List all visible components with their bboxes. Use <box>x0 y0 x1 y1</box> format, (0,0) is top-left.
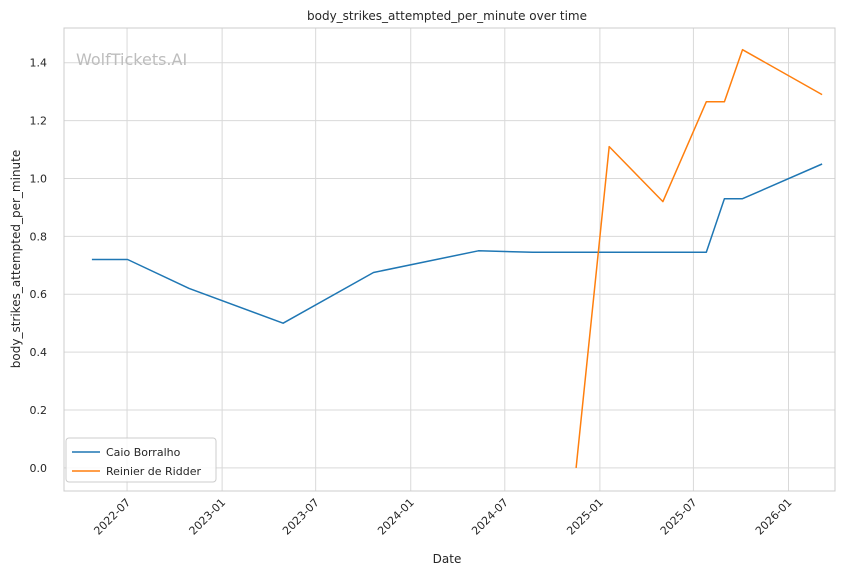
plot-frame <box>63 27 836 492</box>
plot-background <box>64 28 835 491</box>
legend-label-caio-borralho: Caio Borralho <box>106 446 181 459</box>
data-point-caio-borralho <box>705 251 708 254</box>
data-point-reinier-de-ridder <box>661 200 664 203</box>
x-tick-labels: 2022-07 2023-01 2023-07 2024-01 2024-07 2025-… <box>91 496 794 538</box>
data-point-reinier-de-ridder <box>608 145 611 148</box>
data-point-caio-borralho <box>723 197 726 200</box>
x-gridlines <box>126 28 789 491</box>
data-point-caio-borralho <box>741 197 744 200</box>
series-line-reinier-de-ridder <box>575 48 823 468</box>
watermark: WolfTickets.AI <box>76 50 187 69</box>
legend-label-reinier-de-ridder: Reinier de Ridder <box>106 465 201 478</box>
chart-title: body_strikes_attempted_per_minute over t… <box>307 9 587 23</box>
data-point-reinier-de-ridder <box>723 100 726 103</box>
data-point-reinier-de-ridder <box>705 100 708 103</box>
y-gridlines <box>64 62 835 469</box>
x-tick-label: 2025-01 <box>564 496 606 538</box>
x-tick-label: 2024-01 <box>375 496 417 538</box>
x-tick-label: 2022-07 <box>91 496 133 538</box>
series-line-caio-borralho <box>91 163 823 324</box>
y-axis-title: body_strikes_attempted_per_minute <box>9 150 23 368</box>
y-tick-labels: 0.0 0.2 0.4 0.6 0.8 1.0 1.2 1.4 <box>30 57 48 475</box>
data-point-caio-borralho <box>126 258 129 261</box>
y-tick-label: 1.2 <box>30 115 48 128</box>
y-tick-label: 1.4 <box>30 57 48 70</box>
series-layer <box>90 48 824 469</box>
data-point-reinier-de-ridder <box>821 93 824 96</box>
x-tick-label: 2026-01 <box>753 496 795 538</box>
y-tick-label: 0.2 <box>30 404 48 417</box>
legend-box <box>65 437 217 483</box>
x-tick-label: 2024-07 <box>469 496 511 538</box>
y-tick-label: 0.6 <box>30 288 48 301</box>
legend: Caio Borralho Reinier de Ridder <box>65 437 217 483</box>
y-tick-label: 0.4 <box>30 346 48 359</box>
x-tick-label: 2025-07 <box>658 496 700 538</box>
x-tick-label: 2023-01 <box>187 496 229 538</box>
x-axis-title: Date <box>433 552 462 566</box>
data-point-reinier-de-ridder <box>741 48 744 51</box>
data-point-caio-borralho <box>477 249 480 252</box>
data-point-caio-borralho <box>188 287 191 290</box>
data-point-caio-borralho <box>821 163 824 166</box>
data-point-caio-borralho <box>531 251 534 254</box>
data-point-caio-borralho <box>372 271 375 274</box>
y-tick-label: 0.8 <box>30 230 48 243</box>
y-tick-label: 1.0 <box>30 172 48 185</box>
data-point-caio-borralho <box>90 258 93 261</box>
y-tick-label: 0.0 <box>30 462 48 475</box>
data-point-reinier-de-ridder <box>575 466 578 469</box>
data-point-caio-borralho <box>282 322 285 325</box>
x-tick-label: 2023-07 <box>280 496 322 538</box>
